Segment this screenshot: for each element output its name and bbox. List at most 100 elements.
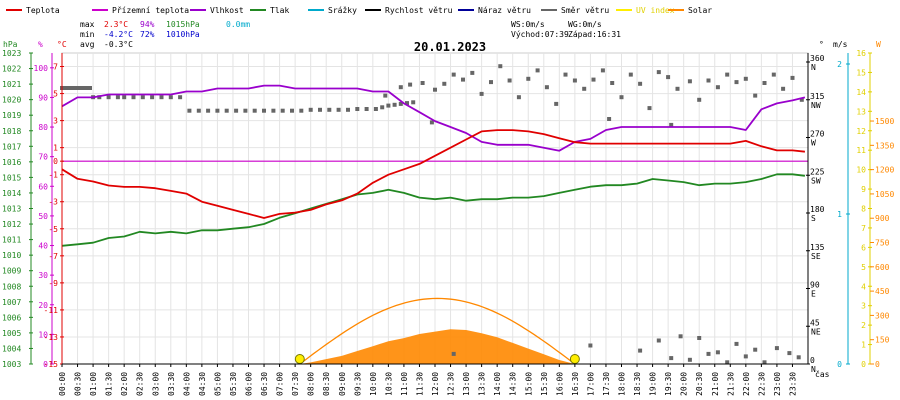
direction-compass-label: SE [811, 252, 821, 261]
direction-compass-label: NW [811, 101, 821, 110]
wind-dir-point [243, 108, 248, 113]
wind-dir-point [178, 95, 183, 100]
time-tick-label: 17:30 [602, 372, 611, 396]
wind-dir-point [588, 343, 593, 348]
pressure-tick-label: 1011 [2, 236, 21, 245]
wind-dir-point [607, 117, 612, 121]
wind-dir-point [526, 76, 531, 81]
wind-dir-point [81, 86, 86, 90]
wind-dir-point [628, 72, 633, 77]
solar-axis-unit: W [876, 40, 881, 49]
time-tick-label: 21:30 [726, 372, 735, 396]
direction-axis-unit: ° [819, 40, 824, 49]
wind-dir-point [489, 80, 493, 85]
direction-compass-label: W [811, 139, 816, 148]
wind-dir-point [380, 105, 385, 110]
uv-tick-label: 6 [861, 243, 866, 252]
wind-dir-point [753, 347, 758, 352]
sun-marker [294, 354, 305, 364]
legend-label: UV index [636, 6, 675, 15]
time-tick-label: 03:30 [167, 372, 176, 396]
wind-dir-point [687, 357, 692, 362]
wind-dir-point [63, 86, 68, 90]
time-tick-label: 03:00 [151, 372, 160, 396]
wind-dir-point [610, 81, 615, 85]
time-tick-label: 22:30 [757, 372, 766, 396]
uv-tick-label: 12 [856, 127, 866, 136]
humidity-tick-label: 90 [38, 93, 48, 102]
direction-tick-label: 360 [810, 54, 825, 63]
wind-dir-point [78, 86, 83, 90]
wind-dir-point [131, 95, 136, 100]
wind-dir-point [715, 350, 720, 355]
pressure-tick-label: 1014 [2, 189, 21, 198]
pressure-tick-label: 1016 [2, 158, 21, 167]
time-tick-label: 19:30 [664, 372, 673, 396]
wind-dir-point [97, 95, 102, 100]
stat-value: 1010hPa [166, 30, 200, 39]
time-tick-label: 11:30 [415, 372, 424, 396]
pressure-tick-label: 1023 [2, 49, 21, 58]
time-tick-label: 23:00 [773, 372, 782, 396]
direction-compass-label: E [811, 290, 816, 299]
pressure-tick-label: 1018 [2, 127, 21, 136]
wind-axis-unit: m/s [833, 40, 848, 49]
humidity-line [61, 84, 806, 152]
wind-dir-point [461, 77, 465, 82]
time-tick-label: 18:30 [633, 372, 642, 396]
temperature-tick-label: -11 [44, 306, 59, 315]
wind-dir-point [72, 86, 77, 90]
direction-tick-label: 135 [810, 243, 825, 252]
wind-dir-point [383, 93, 388, 98]
wind-tick-label: 0 [837, 360, 842, 369]
legend-label: Náraz větru [478, 6, 531, 15]
wind-dir-point [66, 86, 71, 90]
wind-dir-point [706, 78, 711, 83]
solar-tick-label: 150 [875, 336, 890, 345]
time-tick-label: 19:00 [649, 372, 658, 396]
wind-dir-point [346, 107, 350, 112]
temperature-tick-label: 7 [53, 63, 58, 72]
direction-tick-label: 90 [810, 281, 820, 290]
pressure-tick-label: 1012 [2, 220, 21, 229]
humidity-axis-unit: % [38, 40, 43, 49]
time-tick-label: 04:00 [182, 372, 191, 396]
wind-dir-point [697, 97, 702, 102]
wind-dir-point [429, 120, 434, 125]
pressure-axis-unit: hPa [3, 40, 18, 49]
legend-label: Přízemní teplota [112, 6, 189, 15]
uv-tick-label: 4 [861, 282, 866, 291]
time-tick-label: 02:30 [136, 372, 145, 396]
time-tick-label: 14:30 [509, 372, 518, 396]
wind-dir-point [781, 86, 786, 91]
pressure-tick-label: 1021 [2, 80, 21, 89]
wind-dir-point [544, 85, 549, 90]
wind-dir-point [451, 351, 456, 356]
wind-dir-point [224, 108, 229, 113]
wind-dir-point [619, 95, 624, 100]
time-tick-label: 12:00 [431, 372, 440, 396]
wind-dir-point [364, 107, 369, 111]
wind-dir-point [411, 100, 416, 105]
wind-dir-point [405, 101, 409, 106]
time-tick-label: 18:00 [618, 372, 627, 396]
humidity-tick-label: 40 [38, 242, 48, 251]
wind-dir-point [790, 75, 795, 80]
stat-label: avg [80, 40, 95, 49]
wind-dir-point [373, 107, 378, 111]
stat-value: 1015hPa [166, 20, 200, 29]
time-tick-label: 02:00 [120, 372, 129, 396]
legend-label: Rychlost větru [385, 6, 453, 15]
wind-dir-point [774, 346, 779, 351]
wind-dir-point [318, 107, 322, 112]
direction-tick-label: 0 [810, 356, 815, 365]
wind-dir-point [392, 102, 397, 107]
solar-tick-label: 900 [875, 214, 890, 223]
wind-dir-point [234, 108, 239, 113]
uv-tick-label: 2 [861, 321, 866, 330]
pressure-tick-label: 1004 [2, 344, 21, 353]
time-tick-label: 13:30 [478, 372, 487, 396]
time-tick-label: 05:00 [213, 372, 222, 396]
wind-dir-point [262, 108, 266, 113]
